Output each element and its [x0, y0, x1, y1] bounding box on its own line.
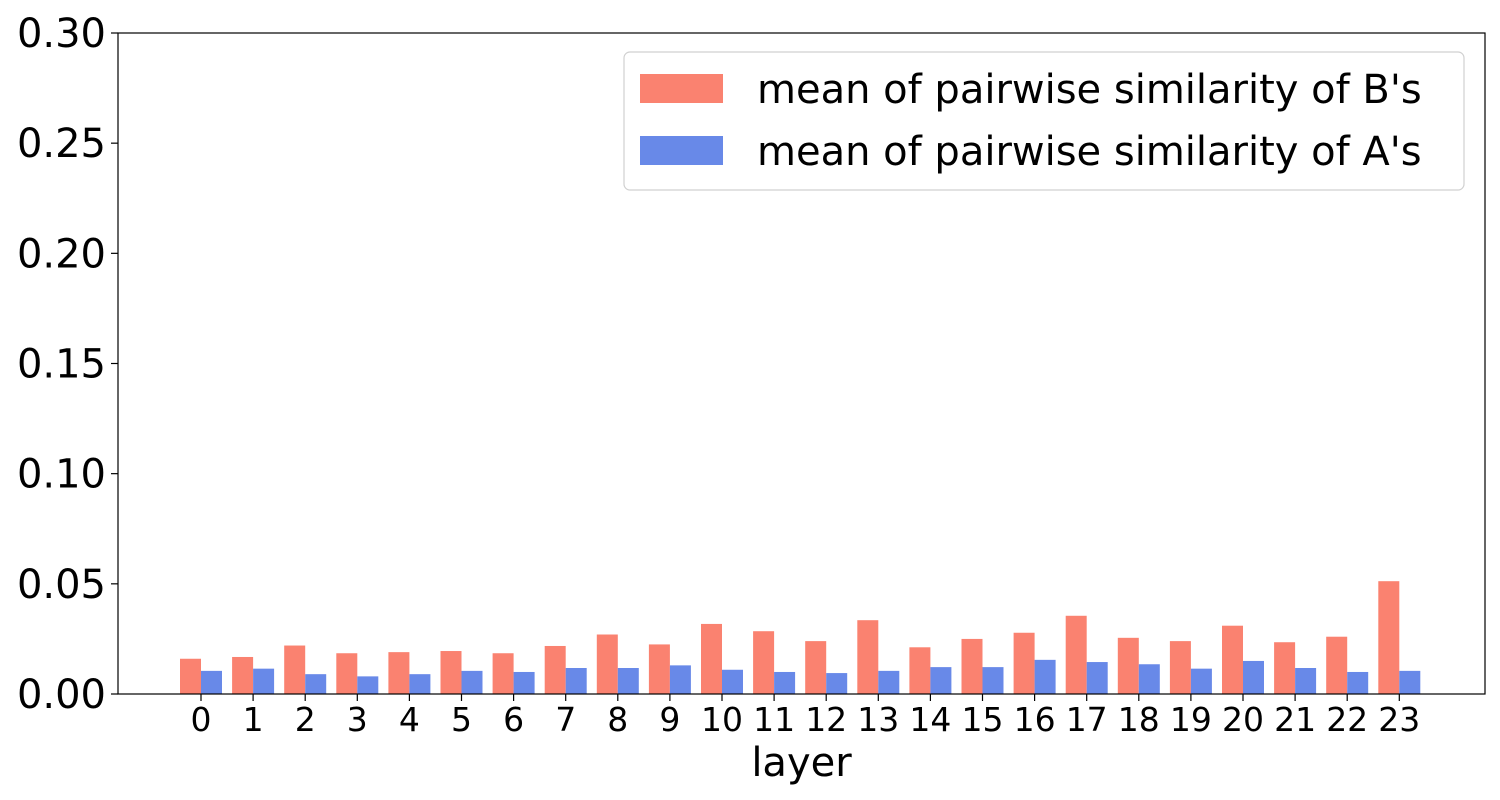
- legend-label-series-2: mean of pairwise similarity of A's: [757, 129, 1422, 175]
- bar-series-2-layer-14: [930, 667, 952, 694]
- bar-series-1-layer-22: [1326, 636, 1348, 694]
- x-tick-label-0: 0: [191, 700, 212, 739]
- bar-series-2-layer-18: [1138, 664, 1160, 694]
- bar-series-2-layer-13: [878, 670, 900, 694]
- x-tick-label-6: 6: [503, 700, 524, 739]
- bar-series-2-layer-19: [1190, 668, 1212, 694]
- x-tick-label-5: 5: [451, 700, 472, 739]
- y-tick-label: 0.15: [17, 342, 106, 388]
- y-tick-label: 0.05: [17, 562, 106, 608]
- bar-series-1-layer-6: [492, 653, 514, 694]
- bar-series-1-layer-10: [701, 623, 722, 694]
- bar-series-1-layer-18: [1117, 637, 1139, 694]
- bar-series-2-layer-23: [1399, 670, 1421, 694]
- bar-series-1-layer-11: [753, 631, 775, 694]
- bar-series-2-layer-3: [357, 676, 379, 694]
- bar-series-2-layer-2: [305, 674, 327, 694]
- x-tick-label-9: 9: [659, 700, 680, 739]
- bar-series-2-layer-12: [826, 673, 848, 694]
- y-axis: 0.00 0.05 0.10 0.15 0.20 0.25 0.30: [17, 11, 118, 718]
- x-tick-label-1: 1: [243, 700, 264, 739]
- x-tick-label-13: 13: [857, 700, 899, 739]
- bars-layer: [180, 581, 1421, 694]
- bar-series-1-layer-0: [180, 658, 201, 694]
- bar-series-2-layer-11: [774, 671, 796, 694]
- x-tick-label-16: 16: [1014, 700, 1056, 739]
- bar-series-1-layer-1: [232, 656, 254, 694]
- x-tick-label-15: 15: [962, 700, 1004, 739]
- bar-series-1-layer-2: [284, 645, 306, 694]
- x-tick-label-12: 12: [805, 700, 847, 739]
- bar-series-1-layer-14: [909, 647, 931, 694]
- bar-series-2-layer-10: [722, 669, 743, 694]
- bar-series-1-layer-4: [388, 652, 410, 694]
- x-tick-label-19: 19: [1170, 700, 1212, 739]
- bar-series-2-layer-21: [1295, 668, 1317, 694]
- bar-series-2-layer-0: [201, 670, 222, 694]
- x-tick-label-18: 18: [1118, 700, 1160, 739]
- legend-swatch-series-1: [640, 74, 723, 103]
- bar-series-1-layer-19: [1169, 641, 1191, 694]
- x-tick-label-11: 11: [753, 700, 795, 739]
- y-tick-label: 0.10: [17, 452, 106, 498]
- bar-series-1-layer-20: [1222, 625, 1243, 694]
- y-tick-label: 0.30: [17, 11, 106, 57]
- bar-series-2-layer-6: [513, 671, 535, 694]
- bar-series-2-layer-7: [565, 668, 587, 694]
- bar-series-1-layer-12: [805, 641, 827, 694]
- y-tick-label: 0.00: [17, 672, 106, 718]
- bar-series-1-layer-23: [1378, 581, 1400, 694]
- bar-series-1-layer-16: [1013, 632, 1035, 694]
- bar-series-1-layer-5: [440, 651, 462, 694]
- bar-series-1-layer-17: [1065, 615, 1087, 694]
- bar-series-2-layer-22: [1347, 671, 1369, 694]
- x-tick-label-20: 20: [1222, 700, 1264, 739]
- bar-series-2-layer-5: [461, 670, 483, 694]
- bar-series-1-layer-9: [648, 644, 670, 694]
- bar-series-1-layer-13: [857, 620, 879, 694]
- x-tick-label-8: 8: [607, 700, 628, 739]
- x-tick-label-22: 22: [1326, 700, 1368, 739]
- bar-series-2-layer-15: [982, 667, 1004, 694]
- bar-series-2-layer-16: [1034, 659, 1056, 694]
- legend: mean of pairwise similarity of B's mean o…: [623, 51, 1465, 191]
- bar-series-2-layer-9: [669, 665, 691, 694]
- x-axis: 0 1 2 3 4 5 6 7 8 9 10 11 12 13 14 15 16 17 18 19 20 21 22 23: [191, 694, 1420, 739]
- y-tick-label: 0.20: [17, 231, 106, 277]
- x-tick-label-2: 2: [295, 700, 316, 739]
- x-tick-label-21: 21: [1274, 700, 1316, 739]
- x-tick-label-17: 17: [1066, 700, 1108, 739]
- x-tick-label-10: 10: [701, 700, 743, 739]
- x-tick-label-3: 3: [347, 700, 368, 739]
- x-tick-label-23: 23: [1378, 700, 1420, 739]
- bar-series-1-layer-3: [336, 653, 358, 694]
- x-tick-label-14: 14: [909, 700, 951, 739]
- x-axis-label: layer: [751, 740, 852, 786]
- bar-series-2-layer-20: [1243, 660, 1264, 694]
- legend-box: [623, 51, 1465, 191]
- x-tick-label-4: 4: [399, 700, 420, 739]
- bar-series-2-layer-1: [253, 668, 275, 694]
- bar-series-1-layer-15: [961, 638, 983, 694]
- bar-series-2-layer-8: [617, 668, 639, 694]
- legend-swatch-series-2: [640, 136, 723, 165]
- bar-series-2-layer-4: [409, 674, 431, 694]
- bar-series-2-layer-17: [1086, 662, 1108, 694]
- bar-series-1-layer-21: [1274, 642, 1296, 694]
- bar-series-1-layer-7: [544, 645, 566, 694]
- x-tick-label-7: 7: [555, 700, 576, 739]
- bar-series-1-layer-8: [596, 634, 618, 694]
- legend-label-series-1: mean of pairwise similarity of B's: [757, 67, 1422, 113]
- y-tick-label: 0.25: [17, 121, 106, 167]
